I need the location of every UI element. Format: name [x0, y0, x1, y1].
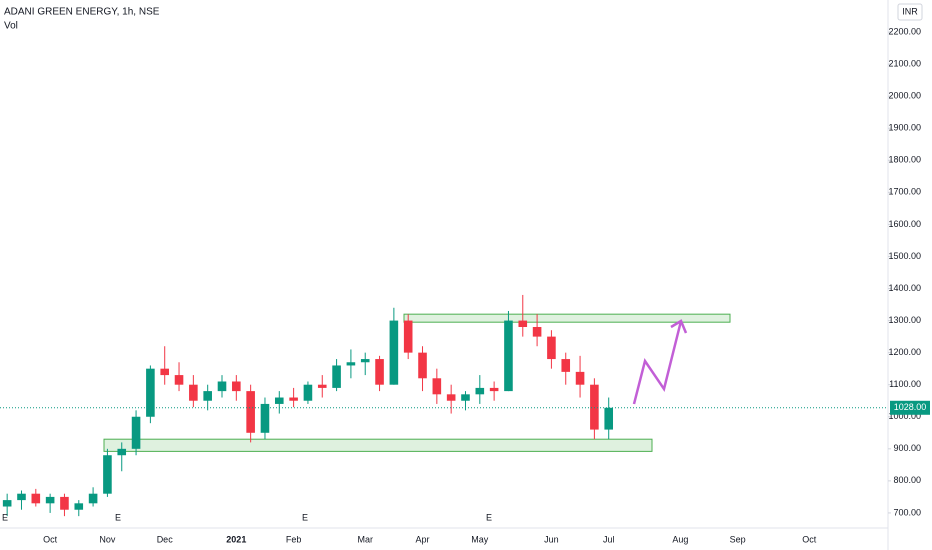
candle-body: [45, 496, 55, 504]
y-tick-label: 1700.00: [888, 187, 921, 197]
event-marker: E: [115, 512, 121, 522]
candle-body: [232, 381, 241, 392]
indicator-label: Vol: [4, 21, 18, 32]
candle-body: [174, 375, 184, 385]
x-tick-label: May: [471, 534, 489, 544]
x-tick-label: Nov: [99, 534, 116, 544]
candle-body: [31, 493, 41, 504]
candle-body: [575, 371, 585, 385]
candle-body: [317, 384, 327, 388]
y-tick-label: 1900.00: [888, 123, 921, 133]
price-zone: [403, 313, 731, 323]
candle-body: [418, 352, 427, 379]
x-tick-label: 2021: [226, 534, 246, 544]
y-tick-label: 1200.00: [888, 347, 921, 357]
x-tick-label: Dec: [157, 534, 174, 544]
x-tick-label: Mar: [357, 534, 373, 544]
candle-body: [17, 493, 26, 501]
candle-body: [403, 320, 413, 353]
y-tick-label: 1100.00: [889, 379, 921, 389]
candle-body: [590, 384, 599, 430]
currency-label[interactable]: INR: [902, 6, 918, 16]
candle-body: [303, 384, 313, 401]
y-tick-label: 2100.00: [888, 58, 921, 68]
y-tick-label: 1800.00: [888, 155, 921, 165]
last-price-box: [890, 400, 930, 415]
y-tick-label: 800.00: [893, 475, 921, 485]
y-tick-label: 1300.00: [888, 315, 921, 325]
candle-body: [217, 381, 227, 392]
candle-body: [389, 320, 399, 385]
candle-body: [103, 455, 112, 494]
candle-body: [274, 397, 284, 404]
candle-body: [131, 416, 141, 449]
y-tick-label: 1500.00: [888, 251, 921, 261]
candle-body: [74, 503, 84, 510]
event-marker: E: [302, 512, 308, 522]
price-zone: [103, 438, 653, 452]
candle-body: [332, 365, 341, 388]
projection-arrow: [632, 320, 683, 405]
candle-body: [432, 378, 442, 395]
candle-body: [189, 384, 198, 401]
candle-body: [360, 359, 370, 363]
x-tick-label: Feb: [286, 534, 302, 544]
candle-body: [475, 387, 485, 395]
candle-body: [146, 368, 155, 417]
x-tick-label: Oct: [802, 534, 817, 544]
y-tick-label: 900.00: [893, 443, 921, 453]
candle-body: [117, 448, 127, 456]
y-tick-label: 2200.00: [888, 26, 921, 36]
candle-body: [604, 407, 614, 430]
x-tick-label: Apr: [416, 534, 430, 544]
y-tick-label: 2000.00: [888, 91, 921, 101]
currency-box[interactable]: [897, 3, 923, 21]
y-tick-label: 1400.00: [888, 283, 921, 293]
candle-body: [346, 362, 356, 366]
x-tick-label: Aug: [672, 534, 688, 544]
y-tick-label: 1000.00: [888, 411, 921, 421]
candle-body: [160, 368, 170, 376]
candle-body: [504, 320, 513, 392]
chart-title: ADANI GREEN ENERGY, 1h, NSE: [4, 7, 160, 18]
candle-body: [461, 394, 470, 401]
x-tick-label: Sep: [730, 534, 746, 544]
candle-body: [2, 500, 12, 507]
candle-body: [518, 320, 528, 327]
candle-body: [446, 394, 456, 401]
candle-body: [246, 391, 255, 433]
candle-body: [60, 496, 69, 510]
candle-body: [203, 391, 212, 401]
candle-body: [547, 336, 556, 360]
candle-body: [375, 359, 384, 385]
candle-body: [561, 359, 571, 372]
event-marker: E: [2, 512, 8, 522]
x-tick-label: Jun: [544, 534, 559, 544]
arrow-head: [670, 319, 688, 334]
y-tick-label: 700.00: [893, 507, 921, 517]
last-price-label: 1028.00: [894, 402, 927, 412]
y-tick-label: 1600.00: [888, 219, 921, 229]
candle-body: [489, 387, 499, 392]
candle-body: [289, 397, 298, 401]
candle-body: [260, 403, 270, 433]
x-tick-label: Jul: [603, 534, 615, 544]
candle-body: [88, 493, 98, 504]
x-tick-label: Oct: [43, 534, 58, 544]
candle-body: [532, 326, 542, 337]
event-marker: E: [486, 512, 492, 522]
